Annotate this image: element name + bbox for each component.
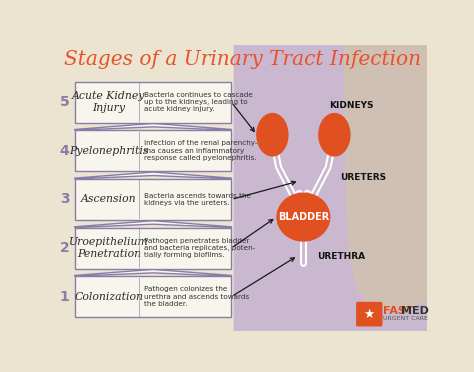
- Ellipse shape: [257, 113, 288, 156]
- Text: Bacteria ascends towards the
kidneys via the ureters.: Bacteria ascends towards the kidneys via…: [144, 193, 251, 206]
- FancyBboxPatch shape: [356, 302, 383, 327]
- FancyBboxPatch shape: [75, 81, 231, 122]
- Text: BLADDER: BLADDER: [278, 212, 329, 222]
- Text: URETHRA: URETHRA: [317, 252, 365, 261]
- Polygon shape: [75, 221, 231, 228]
- Ellipse shape: [277, 193, 330, 241]
- Polygon shape: [75, 124, 231, 130]
- Polygon shape: [75, 172, 231, 179]
- Text: Infection of the renal parenchy-
ma causes an inflammatory
response called pyelo: Infection of the renal parenchy- ma caus…: [144, 141, 257, 161]
- Text: Pathogen colonizes the
urethra and ascends towards
the bladder.: Pathogen colonizes the urethra and ascen…: [144, 286, 249, 307]
- FancyBboxPatch shape: [75, 179, 231, 220]
- Text: 1: 1: [60, 290, 70, 304]
- Bar: [234, 45, 427, 331]
- Text: ★: ★: [364, 308, 375, 321]
- Text: 4: 4: [60, 144, 70, 158]
- Polygon shape: [75, 269, 231, 276]
- Text: 2: 2: [60, 241, 70, 255]
- FancyBboxPatch shape: [75, 130, 231, 171]
- Text: Pyelonephritis: Pyelonephritis: [69, 146, 149, 156]
- Text: URGENT CARE: URGENT CARE: [383, 316, 428, 321]
- Text: 3: 3: [60, 192, 70, 206]
- Polygon shape: [234, 45, 427, 331]
- FancyBboxPatch shape: [75, 276, 231, 317]
- Text: 5: 5: [60, 95, 70, 109]
- Text: Bacteria continues to cascade
up to the kidneys, leading to
acute kidney injury.: Bacteria continues to cascade up to the …: [144, 92, 253, 112]
- Text: Ascension: Ascension: [81, 195, 137, 204]
- Text: URETERS: URETERS: [341, 173, 387, 182]
- Text: Colonization: Colonization: [74, 292, 143, 302]
- Text: Stages of a Urinary Tract Infection: Stages of a Urinary Tract Infection: [64, 50, 421, 69]
- Text: Acute Kidney
Injury: Acute Kidney Injury: [72, 91, 146, 113]
- Ellipse shape: [319, 113, 350, 156]
- Text: MED: MED: [401, 306, 429, 316]
- FancyBboxPatch shape: [75, 228, 231, 269]
- Text: Pathogen penetrates bladder
and bacteria replicates, poten-
tially forming biofi: Pathogen penetrates bladder and bacteria…: [144, 238, 255, 258]
- Text: KIDNEYS: KIDNEYS: [329, 101, 374, 110]
- Polygon shape: [345, 45, 427, 310]
- Text: Uroepithelium
Penetration: Uroepithelium Penetration: [69, 237, 149, 259]
- Text: FAST: FAST: [383, 306, 414, 316]
